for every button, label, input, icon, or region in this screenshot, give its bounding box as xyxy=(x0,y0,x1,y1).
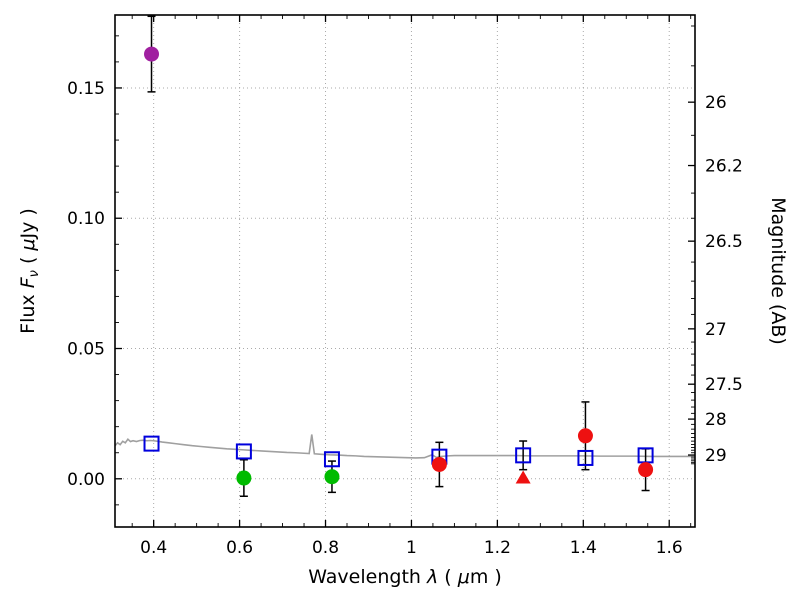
y2-axis-title: Magnitude (AB) xyxy=(767,197,789,345)
model-photometry-marker xyxy=(577,449,594,466)
grid xyxy=(115,15,695,527)
magnitude-tick-label: 26.5 xyxy=(705,232,743,252)
observed-green-marker xyxy=(236,470,252,486)
observed-red-marker xyxy=(638,462,654,478)
magnitude-tick-label: 29 xyxy=(705,446,727,466)
magnitude-tick-label: 26.2 xyxy=(705,157,743,177)
flux-tick-label: 0.05 xyxy=(67,340,105,360)
model-spectrum-line xyxy=(114,434,695,459)
x-tick-label: 1.6 xyxy=(656,538,683,558)
tick-labels: 0.4 0.6 0.8 1 1.2 1.4 1.6 0.00 0.05 0.10 0.15 26 26.… xyxy=(67,79,743,558)
x-tick-label: 1.4 xyxy=(570,538,597,558)
x-axis-title: Wavelength λ ( μm ) xyxy=(308,566,502,588)
observed-green-marker xyxy=(324,469,340,485)
model-photometry-marker xyxy=(235,443,252,460)
x-tick-label: 1.2 xyxy=(484,538,511,558)
magnitude-tick-label: 27 xyxy=(705,320,727,340)
magnitude-tick-label: 27.5 xyxy=(705,375,743,395)
plot-frame xyxy=(114,14,696,528)
model-photometry-marker xyxy=(515,447,532,464)
observed-red-marker xyxy=(577,428,593,444)
major-ticks xyxy=(115,15,695,527)
y-axis-title: Flux Fν ( μJy ) xyxy=(17,208,42,334)
flux-tick-label: 0.15 xyxy=(67,79,105,99)
observed-red-marker xyxy=(431,456,447,472)
minor-ticks xyxy=(115,15,695,527)
model-photometry-marker xyxy=(323,451,340,468)
model-photometry-marker xyxy=(143,435,160,452)
flux-tick-label: 0.00 xyxy=(67,470,105,490)
x-tick-label: 0.8 xyxy=(312,538,339,558)
upper-limit-marker xyxy=(515,470,531,484)
x-tick-label: 0.4 xyxy=(140,538,167,558)
flux-tick-label: 0.10 xyxy=(67,209,105,229)
observed-magenta-marker xyxy=(144,46,160,62)
axis-titles: Wavelength λ ( μm ) Flux Fν ( μJy ) Magnit… xyxy=(17,197,789,588)
x-tick-label: 1 xyxy=(406,538,417,558)
magnitude-tick-label: 26 xyxy=(705,93,727,113)
magnitude-tick-label: 28 xyxy=(705,410,727,430)
x-tick-label: 0.6 xyxy=(226,538,253,558)
